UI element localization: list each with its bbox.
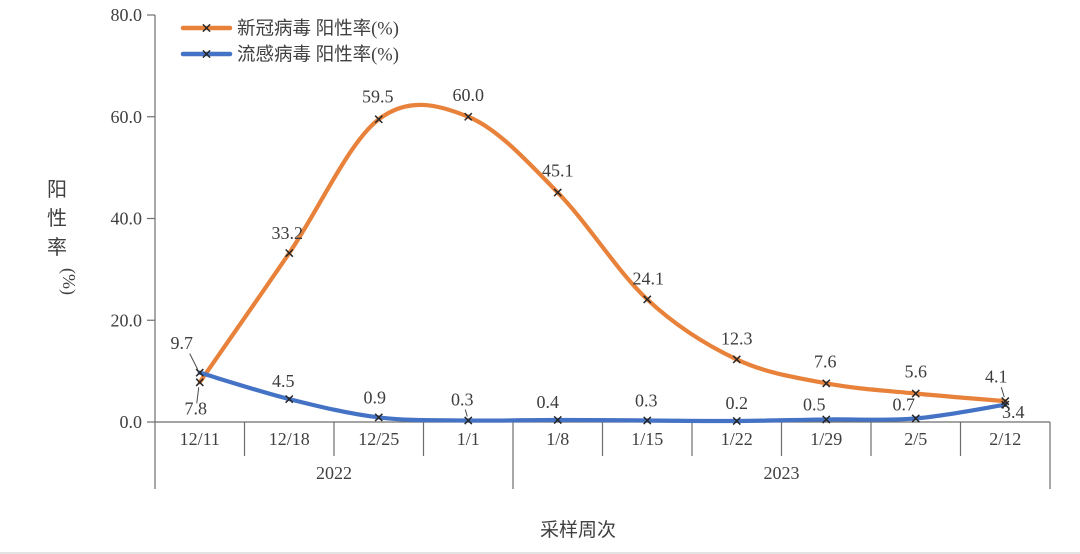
data-label-leader-line bbox=[464, 409, 468, 417]
series-marker-x-icon bbox=[911, 414, 920, 423]
series-marker-x-icon bbox=[643, 416, 652, 425]
data-label: 0.9 bbox=[364, 388, 387, 408]
flu-series-markers bbox=[195, 368, 1010, 426]
y-axis-title: 阳 bbox=[47, 178, 67, 201]
series-marker-x-icon bbox=[285, 394, 294, 404]
series-marker-x-icon bbox=[464, 416, 473, 425]
data-label: 5.6 bbox=[905, 362, 928, 382]
legend-item-flu: 流感病毒 阳性率(%) bbox=[180, 45, 399, 66]
x-category-label: 1/8 bbox=[546, 429, 569, 449]
series-marker-x-icon bbox=[911, 389, 920, 398]
series-marker-x-icon bbox=[732, 416, 741, 426]
legend-marker-x-icon bbox=[202, 49, 211, 59]
data-label: 9.7 bbox=[171, 333, 194, 353]
flu-series-line bbox=[197, 370, 1008, 424]
covid-series-line bbox=[197, 102, 1008, 404]
x-category-label: 2/12 bbox=[989, 429, 1021, 449]
data-label: 24.1 bbox=[633, 269, 665, 289]
data-label-leader-line bbox=[1000, 386, 1005, 398]
x-category-label: 1/1 bbox=[457, 429, 480, 449]
x-category-label: 12/11 bbox=[180, 429, 220, 449]
data-label: 0.5 bbox=[803, 395, 826, 415]
series-marker-x-icon bbox=[732, 355, 741, 364]
data-label: 4.1 bbox=[985, 366, 1008, 386]
x-axis-title: 采样周次 bbox=[540, 519, 616, 541]
series-marker-x-icon bbox=[643, 295, 652, 304]
legend-item-covid: 新冠病毒 阳性率(%) bbox=[180, 19, 399, 40]
data-label: 7.8 bbox=[185, 398, 208, 418]
x-category-label: 1/15 bbox=[631, 429, 663, 449]
y-tick-label: 0.0 bbox=[120, 412, 143, 432]
series-marker-x-icon bbox=[464, 112, 473, 121]
x-category-label: 1/29 bbox=[810, 429, 842, 449]
series-marker-x-icon bbox=[195, 368, 204, 377]
data-label: 3.4 bbox=[1002, 402, 1025, 422]
legend-label: 新冠病毒 阳性率(%) bbox=[237, 19, 399, 40]
year-label-2023: 2023 bbox=[764, 463, 800, 483]
y-tick-label: 40.0 bbox=[111, 209, 143, 229]
series-marker-x-icon bbox=[374, 115, 383, 124]
data-label-leader-line bbox=[196, 387, 200, 404]
y-axis-title-unit: (%) bbox=[58, 268, 79, 295]
covid-series-markers bbox=[195, 112, 1010, 406]
y-tick-label: 20.0 bbox=[111, 310, 143, 330]
x-category-label: 12/25 bbox=[358, 429, 399, 449]
series-marker-x-icon bbox=[822, 379, 831, 388]
data-label: 4.5 bbox=[272, 371, 295, 391]
x-category-label: 12/18 bbox=[269, 429, 310, 449]
data-label: 33.2 bbox=[272, 223, 304, 243]
legend: 新冠病毒 阳性率(%) 流感病毒 阳性率(%) bbox=[180, 19, 399, 66]
year-label-2022: 2022 bbox=[316, 463, 352, 483]
series-marker-x-icon bbox=[1001, 400, 1010, 409]
series-marker-x-icon bbox=[285, 248, 294, 258]
series-marker-x-icon bbox=[553, 188, 562, 197]
data-label: 0.3 bbox=[635, 391, 658, 411]
y-axis-title: 率 bbox=[47, 236, 67, 259]
data-label: 7.6 bbox=[814, 351, 837, 371]
data-label: 59.5 bbox=[362, 86, 394, 106]
axis-titles: 采样周次 阳性率 (%) bbox=[47, 178, 616, 541]
data-label: 0.7 bbox=[893, 395, 916, 415]
data-label-leader-line bbox=[189, 353, 199, 370]
data-label: 0.3 bbox=[451, 390, 474, 410]
data-label: 0.2 bbox=[726, 393, 749, 413]
axes: 0.0 20.0 40.0 60.0 80.0 12/11 12/18 12/25 1/1 1/8… bbox=[111, 5, 1051, 489]
legend-label: 流感病毒 阳性率(%) bbox=[237, 45, 399, 66]
data-label: 60.0 bbox=[453, 85, 485, 105]
y-tick-label: 80.0 bbox=[111, 5, 143, 25]
series-marker-x-icon bbox=[1001, 397, 1010, 406]
covid-data-labels: 7.8 33.2 59.5 60.0 45.1 24.1 12.3 7.6 5.6 4.1 bbox=[185, 85, 1008, 419]
data-label: 0.4 bbox=[537, 392, 560, 412]
series-marker-x-icon bbox=[822, 415, 831, 424]
legend-marker-x-icon bbox=[202, 23, 211, 33]
data-label: 12.3 bbox=[721, 329, 753, 349]
series-marker-x-icon bbox=[195, 378, 204, 387]
y-axis-title: 性 bbox=[47, 207, 67, 230]
series-marker-x-icon bbox=[553, 415, 562, 425]
x-category-label: 1/22 bbox=[721, 429, 753, 449]
x-category-label: 2/5 bbox=[904, 429, 927, 449]
series-marker-x-icon bbox=[374, 413, 383, 422]
data-label: 45.1 bbox=[542, 161, 574, 181]
y-tick-label: 60.0 bbox=[111, 107, 143, 127]
flu-data-labels: 9.7 4.5 0.9 0.3 0.4 0.3 0.2 0.5 0.7 3.4 bbox=[171, 333, 1025, 422]
